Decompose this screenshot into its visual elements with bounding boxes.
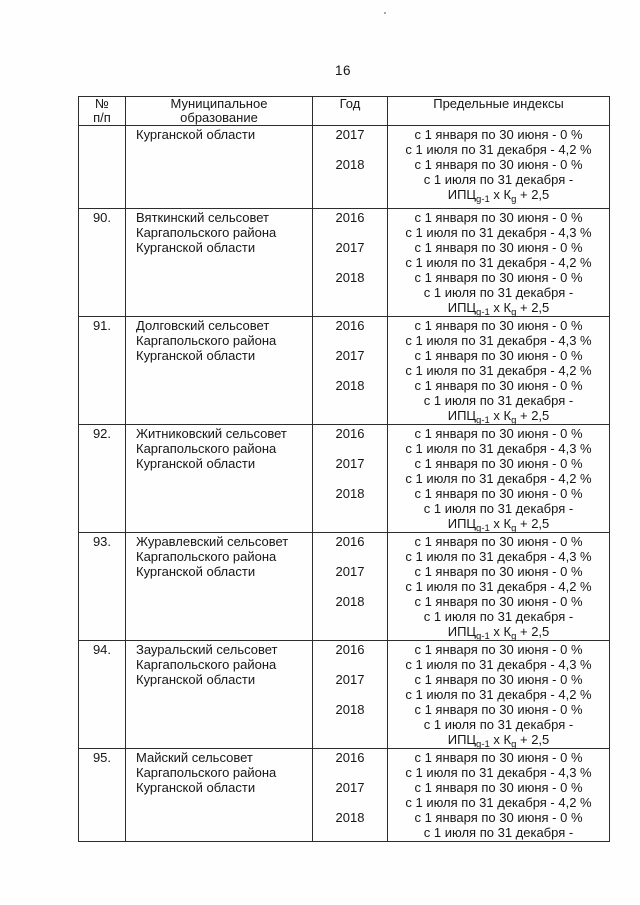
row-number: 92.: [79, 425, 126, 532]
municipality-cell: Курганской области: [126, 126, 313, 208]
limit-indexes-table: № п/п Муниципальное образование Год Пред…: [78, 96, 610, 842]
year-cell: 2016 2017 2018: [313, 317, 388, 424]
header-num-cell: № п/п: [79, 97, 126, 125]
row-number: 91.: [79, 317, 126, 424]
header-num-line1: №: [95, 96, 109, 111]
indexes-cell: с 1 января по 30 июня - 0 % с 1 июля по …: [388, 533, 609, 642]
formula-line: ИПЦg-1 х Кg + 2,5: [447, 516, 550, 534]
year-cell: 2017 2018: [313, 126, 388, 208]
indexes-cell: с 1 января по 30 июня - 0 % с 1 июля по …: [388, 641, 609, 750]
formula-line: ИПЦg-1 х Кg + 2,5: [447, 732, 550, 750]
header-year-label: Год: [339, 96, 361, 111]
indexes-cell: с 1 января по 30 июня - 0 % с 1 июля по …: [388, 425, 609, 534]
year-cell: 2016 2017 2018: [313, 533, 388, 640]
formula-line: ИПЦg-1 х Кg + 2,5: [447, 187, 550, 205]
header-municipality-cell: Муниципальное образование: [126, 97, 313, 125]
table-header-row: № п/п Муниципальное образование Год Пред…: [79, 97, 609, 125]
header-municipality-line1: Муниципальное: [170, 96, 268, 111]
municipality-cell: Майский сельсовет Каргапольского района …: [126, 749, 313, 841]
indexes-cell: с 1 января по 30 июня - 0 % с 1 июля по …: [388, 209, 609, 318]
table-row: 90. Вяткинский сельсовет Каргапольского …: [79, 208, 609, 318]
table-row: 93. Журавлевский сельсовет Каргапольског…: [79, 532, 609, 642]
row-number: [79, 126, 126, 208]
page-number: 16: [334, 63, 352, 78]
formula-line: ИПЦg-1 х Кg + 2,5: [447, 408, 550, 426]
header-year-cell: Год: [313, 97, 388, 125]
scan-speck: [384, 12, 386, 14]
header-municipality-line2: образование: [180, 110, 258, 125]
formula-line: ИПЦg-1 х Кg + 2,5: [447, 300, 550, 318]
header-indexes-cell: Предельные индексы: [388, 97, 609, 125]
row-number: 94.: [79, 641, 126, 748]
formula-line: ИПЦg-1 х Кg + 2,5: [447, 624, 550, 642]
indexes-cell: с 1 января по 30 июня - 0 % с 1 июля по …: [405, 750, 592, 840]
row-number: 90.: [79, 209, 126, 316]
header-indexes-label: Предельные индексы: [433, 96, 564, 111]
row-number: 95.: [79, 749, 126, 841]
indexes-cell: с 1 января по 30 июня - 0 % с 1 июля по …: [388, 317, 609, 426]
header-num-line2: п/п: [93, 110, 111, 125]
indexes-cell: с 1 января по 30 июня - 0 % с 1 июля по …: [388, 126, 609, 208]
year-cell: 2016 2017 2018: [313, 641, 388, 748]
municipality-cell: Долговский сельсовет Каргапольского райо…: [126, 317, 313, 424]
row-number: 93.: [79, 533, 126, 640]
municipality-cell: Житниковский сельсовет Каргапольского ра…: [126, 425, 313, 532]
municipality-cell: Зауральский сельсовет Каргапольского рай…: [126, 641, 313, 748]
year-cell: 2016 2017 2018: [313, 749, 388, 841]
year-cell: 2016 2017 2018: [313, 425, 388, 532]
municipality-cell: Журавлевский сельсовет Каргапольского ра…: [126, 533, 313, 640]
table-row: 94. Зауральский сельсовет Каргапольского…: [79, 640, 609, 750]
municipality-cell: Вяткинский сельсовет Каргапольского райо…: [126, 209, 313, 316]
year-cell: 2016 2017 2018: [313, 209, 388, 316]
table-row: Курганской области 2017 2018 с 1 января …: [79, 125, 609, 208]
table-row: 91. Долговский сельсовет Каргапольского …: [79, 316, 609, 426]
table-row: 95. Майский сельсовет Каргапольского рай…: [79, 748, 609, 841]
table-row: 92. Житниковский сельсовет Каргапольског…: [79, 424, 609, 534]
